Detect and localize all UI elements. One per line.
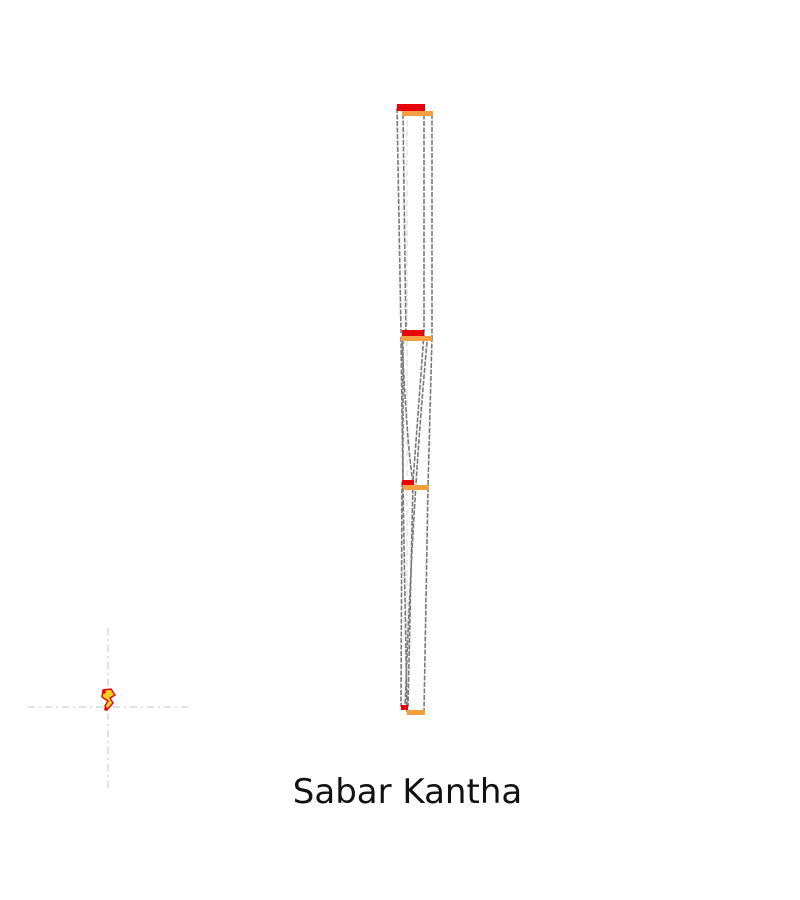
node-orange-mid-lower bbox=[403, 485, 429, 490]
node-orange-bottom bbox=[407, 710, 425, 715]
connector-orange-1 bbox=[402, 113, 433, 338]
connector-orange-3 bbox=[402, 486, 429, 713]
node-red-top bbox=[397, 104, 425, 111]
node-red-mid-lower bbox=[402, 480, 414, 485]
node-orange-mid-upper bbox=[401, 336, 432, 341]
connector-red-3 bbox=[400, 481, 414, 708]
node-bars bbox=[397, 104, 433, 715]
node-red-mid-upper bbox=[402, 330, 424, 336]
map-marker-icon bbox=[101, 688, 116, 712]
node-red-bottom bbox=[401, 705, 408, 710]
diagram-title: Sabar Kantha bbox=[292, 772, 523, 812]
connector-red-1 bbox=[396, 107, 425, 334]
node-orange-top bbox=[402, 111, 433, 116]
connector-cross bbox=[401, 341, 428, 709]
connector-orange-2 bbox=[400, 336, 433, 488]
connector-bands bbox=[396, 107, 433, 713]
